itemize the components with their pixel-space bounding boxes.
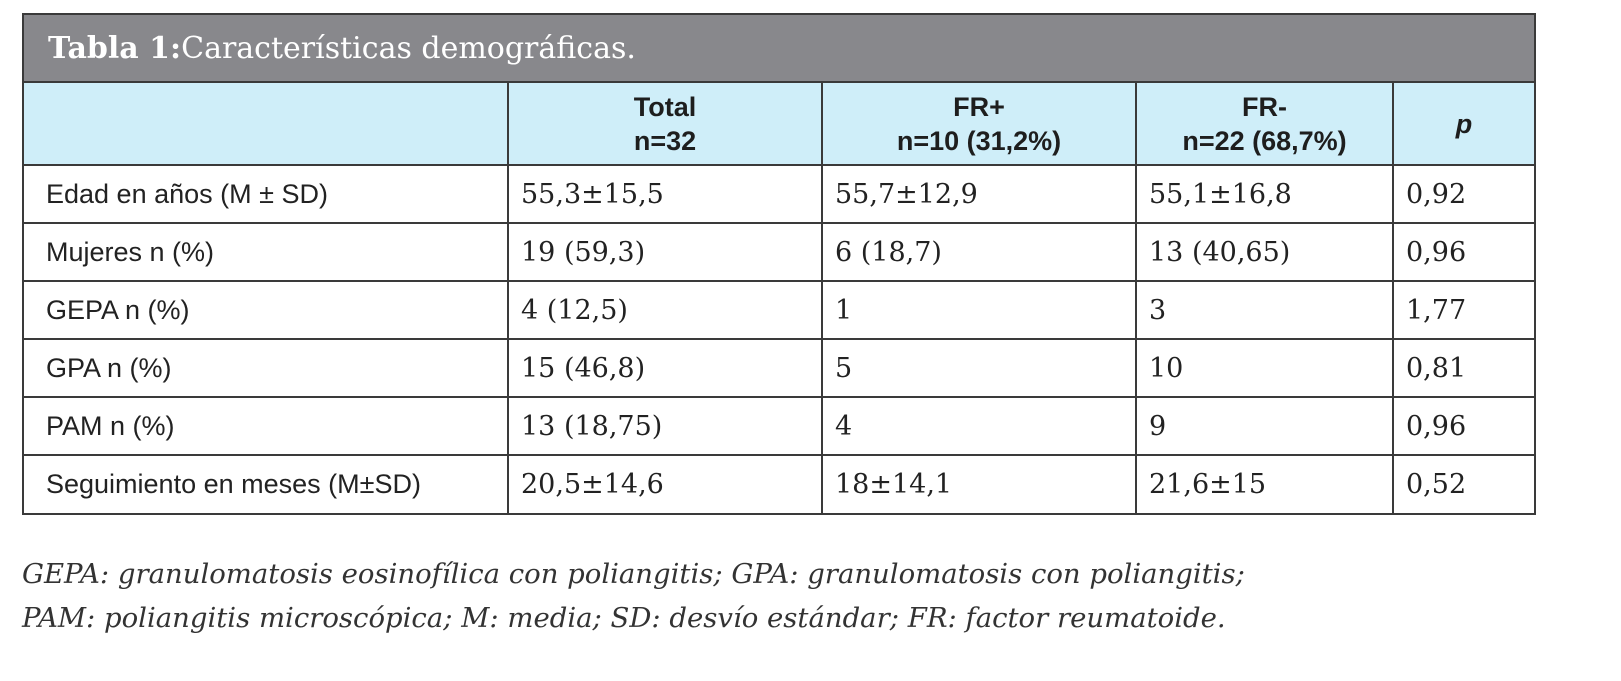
cell-p: 0,52 (1392, 454, 1534, 513)
table-title: Tabla 1: Características demográficas. (24, 15, 1534, 83)
cell-fr-pos: 5 (821, 338, 1137, 398)
header-total-n: n=32 (633, 125, 697, 156)
cell-p: 0,96 (1392, 222, 1534, 282)
cell-fr-neg: 55,1±16,8 (1135, 164, 1394, 224)
header-p-label: p (1455, 108, 1473, 139)
cell-fr-pos: 18±14,1 (821, 454, 1137, 513)
cell-fr-neg: 3 (1135, 280, 1394, 340)
cell-fr-pos: 1 (821, 280, 1137, 340)
table-title-text: Características demográficas. (181, 30, 636, 66)
row-label: Edad en años (M ± SD) (24, 164, 509, 224)
row-label: GPA n (%) (24, 338, 509, 398)
data-table: Total n=32 FR+ n=10 (31,2%) FR- n=22 (68… (24, 83, 1534, 513)
footnote-line-1: GEPA: granulomatosis eosinofílica con po… (22, 558, 1245, 590)
table-row: Edad en años (M ± SD) 55,3±15,5 55,7±12,… (24, 164, 1534, 224)
row-label: PAM n (%) (24, 396, 509, 456)
cell-fr-pos: 55,7±12,9 (821, 164, 1137, 224)
cell-total: 55,3±15,5 (507, 164, 823, 224)
table-row: PAM n (%) 13 (18,75) 4 9 0,96 (24, 396, 1534, 456)
cell-fr-pos: 6 (18,7) (821, 222, 1137, 282)
header-total: Total n=32 (507, 83, 823, 166)
header-fr-neg: FR- n=22 (68,7%) (1135, 83, 1394, 166)
demographics-table: Tabla 1: Características demográficas. T… (22, 13, 1536, 515)
header-fr-neg-n: n=22 (68,7%) (1182, 125, 1347, 156)
cell-total: 20,5±14,6 (507, 454, 823, 513)
table-row: Mujeres n (%) 19 (59,3) 6 (18,7) 13 (40,… (24, 222, 1534, 282)
cell-fr-neg: 9 (1135, 396, 1394, 456)
table-row: Seguimiento en meses (M±SD) 20,5±14,6 18… (24, 454, 1534, 513)
row-label: GEPA n (%) (24, 280, 509, 340)
cell-p: 0,81 (1392, 338, 1534, 398)
cell-total: 15 (46,8) (507, 338, 823, 398)
header-total-label: Total (633, 91, 697, 122)
cell-total: 4 (12,5) (507, 280, 823, 340)
header-p: p (1392, 83, 1534, 166)
table-row: GEPA n (%) 4 (12,5) 1 3 1,77 (24, 280, 1534, 340)
table-footnote: GEPA: granulomatosis eosinofílica con po… (22, 552, 1245, 640)
footnote-line-2: PAM: poliangitis microscópica; M: media;… (22, 602, 1226, 634)
cell-p: 0,96 (1392, 396, 1534, 456)
row-label: Seguimiento en meses (M±SD) (24, 454, 509, 513)
cell-fr-neg: 10 (1135, 338, 1394, 398)
header-fr-pos: FR+ n=10 (31,2%) (821, 83, 1137, 166)
cell-fr-pos: 4 (821, 396, 1137, 456)
cell-total: 19 (59,3) (507, 222, 823, 282)
row-label: Mujeres n (%) (24, 222, 509, 282)
cell-fr-neg: 21,6±15 (1135, 454, 1394, 513)
header-fr-pos-n: n=10 (31,2%) (896, 125, 1062, 156)
table-title-lead: Tabla 1: (48, 30, 182, 66)
cell-fr-neg: 13 (40,65) (1135, 222, 1394, 282)
table-row: GPA n (%) 15 (46,8) 5 10 0,81 (24, 338, 1534, 398)
header-fr-neg-label: FR- (1242, 91, 1287, 122)
header-empty (24, 83, 509, 166)
header-row: Total n=32 FR+ n=10 (31,2%) FR- n=22 (68… (24, 83, 1534, 166)
header-fr-pos-label: FR+ (953, 91, 1005, 122)
cell-total: 13 (18,75) (507, 396, 823, 456)
cell-p: 0,92 (1392, 164, 1534, 224)
cell-p: 1,77 (1392, 280, 1534, 340)
